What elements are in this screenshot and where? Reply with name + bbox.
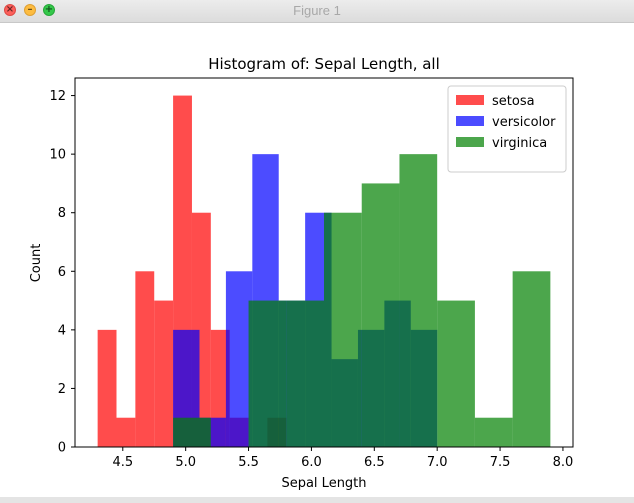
virginica-bar xyxy=(474,417,513,447)
axes-frame xyxy=(74,77,574,448)
y-tick-label: 0 xyxy=(58,441,66,456)
close-window-button[interactable]: × xyxy=(4,4,16,16)
y-axis-ticks: 0 2 4 6 8 10 12 xyxy=(49,89,75,456)
legend-label-virginica: virginica xyxy=(492,136,547,151)
x-tick-label: 8.0 xyxy=(553,455,574,470)
legend-label-setosa: setosa xyxy=(492,94,535,109)
series-virginica xyxy=(173,154,551,447)
x-tick-label: 6.0 xyxy=(301,455,322,470)
legend-swatch-virginica xyxy=(456,137,484,147)
legend-label-versicolor: versicolor xyxy=(492,115,556,130)
window-title: Figure 1 xyxy=(293,3,341,18)
virginica-bar xyxy=(324,212,362,447)
close-icon: × xyxy=(5,4,15,15)
virginica-bar xyxy=(512,271,551,447)
virginica-bar xyxy=(248,300,287,447)
x-tick-label: 4.5 xyxy=(112,455,133,470)
chart-legend: setosa versicolor virginica xyxy=(447,85,567,173)
window-titlebar: × – + Figure 1 xyxy=(0,0,634,23)
y-tick-label: 2 xyxy=(58,382,66,397)
minimize-icon: – xyxy=(27,4,33,15)
y-axis-label: Count xyxy=(29,244,44,283)
y-tick-label: 10 xyxy=(49,148,66,163)
maximize-icon: + xyxy=(44,4,54,15)
setosa-bar xyxy=(116,417,136,447)
virginica-bar xyxy=(361,183,400,447)
x-tick-label: 5.0 xyxy=(175,455,196,470)
setosa-bar xyxy=(135,271,155,447)
versicolor-bar xyxy=(225,271,253,447)
chart-title: Histogram of: Sepal Length, all xyxy=(208,55,440,73)
virginica-bar xyxy=(399,154,438,447)
y-tick-label: 12 xyxy=(49,89,66,104)
legend-swatch-setosa xyxy=(456,95,484,105)
y-tick-label: 6 xyxy=(58,265,66,280)
maximize-window-button[interactable]: + xyxy=(43,4,55,16)
x-tick-label: 6.5 xyxy=(364,455,385,470)
x-tick-label: 5.5 xyxy=(238,455,259,470)
virginica-bar xyxy=(286,300,324,447)
setosa-bar xyxy=(97,329,117,447)
x-axis-ticks: 4.5 5.0 5.5 6.0 6.5 7.0 7.5 8.0 xyxy=(112,447,573,470)
y-tick-label: 4 xyxy=(58,323,66,338)
x-tick-label: 7.0 xyxy=(427,455,448,470)
setosa-bar xyxy=(154,300,174,447)
virginica-bar xyxy=(437,300,475,447)
legend-frame xyxy=(447,85,567,173)
window-bottom-edge xyxy=(0,497,634,503)
legend-swatch-versicolor xyxy=(456,116,484,126)
histogram-chart: Histogram of: Sepal Length, all 4.5 5.0 5.… xyxy=(29,55,574,491)
x-axis-label: Sepal Length xyxy=(281,476,366,491)
minimize-window-button[interactable]: – xyxy=(24,4,36,16)
histogram-bars xyxy=(97,95,551,448)
x-tick-label: 7.5 xyxy=(490,455,511,470)
virginica-bar xyxy=(173,417,211,447)
y-tick-label: 8 xyxy=(58,206,66,221)
